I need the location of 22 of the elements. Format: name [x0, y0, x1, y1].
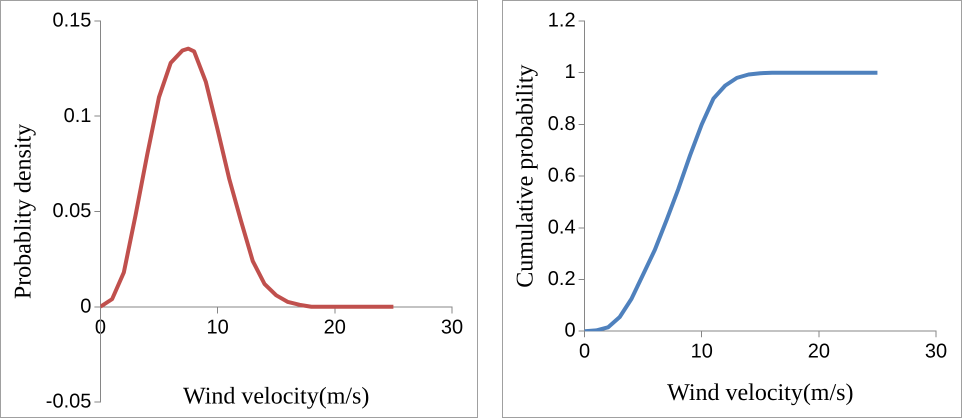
y-axis-title: Cumulative probability [512, 64, 539, 288]
y-tick-label: 0.6 [548, 164, 576, 187]
y-tick-label: 0.4 [548, 216, 576, 238]
x-axis-title: Wind velocity(m/s) [667, 380, 854, 406]
y-tick-label: 0.1 [64, 104, 92, 127]
y-axis-title: Probablity density [10, 124, 37, 300]
x-tick-label: 0 [579, 340, 590, 363]
x-tick-label: 10 [690, 340, 713, 363]
y-tick-label: 1 [564, 61, 576, 84]
y-tick-label: 0.8 [548, 112, 576, 135]
x-tick-label: 20 [808, 340, 830, 363]
y-tick-label: 0 [80, 295, 92, 318]
y-tick-label: 0.15 [52, 10, 92, 32]
y-tick-label: 0.05 [52, 200, 92, 222]
x-tick-label: 30 [440, 316, 464, 338]
x-axis-title: Wind velocity(m/s) [183, 383, 370, 410]
y-tick-label: 0.2 [548, 268, 576, 290]
x-tick-label: 20 [324, 316, 346, 338]
x-tick-label: 30 [924, 340, 948, 363]
x-tick-label: 10 [206, 316, 229, 338]
y-tick-label: 1.2 [548, 10, 576, 32]
y-tick-label: -0.05 [46, 390, 92, 413]
